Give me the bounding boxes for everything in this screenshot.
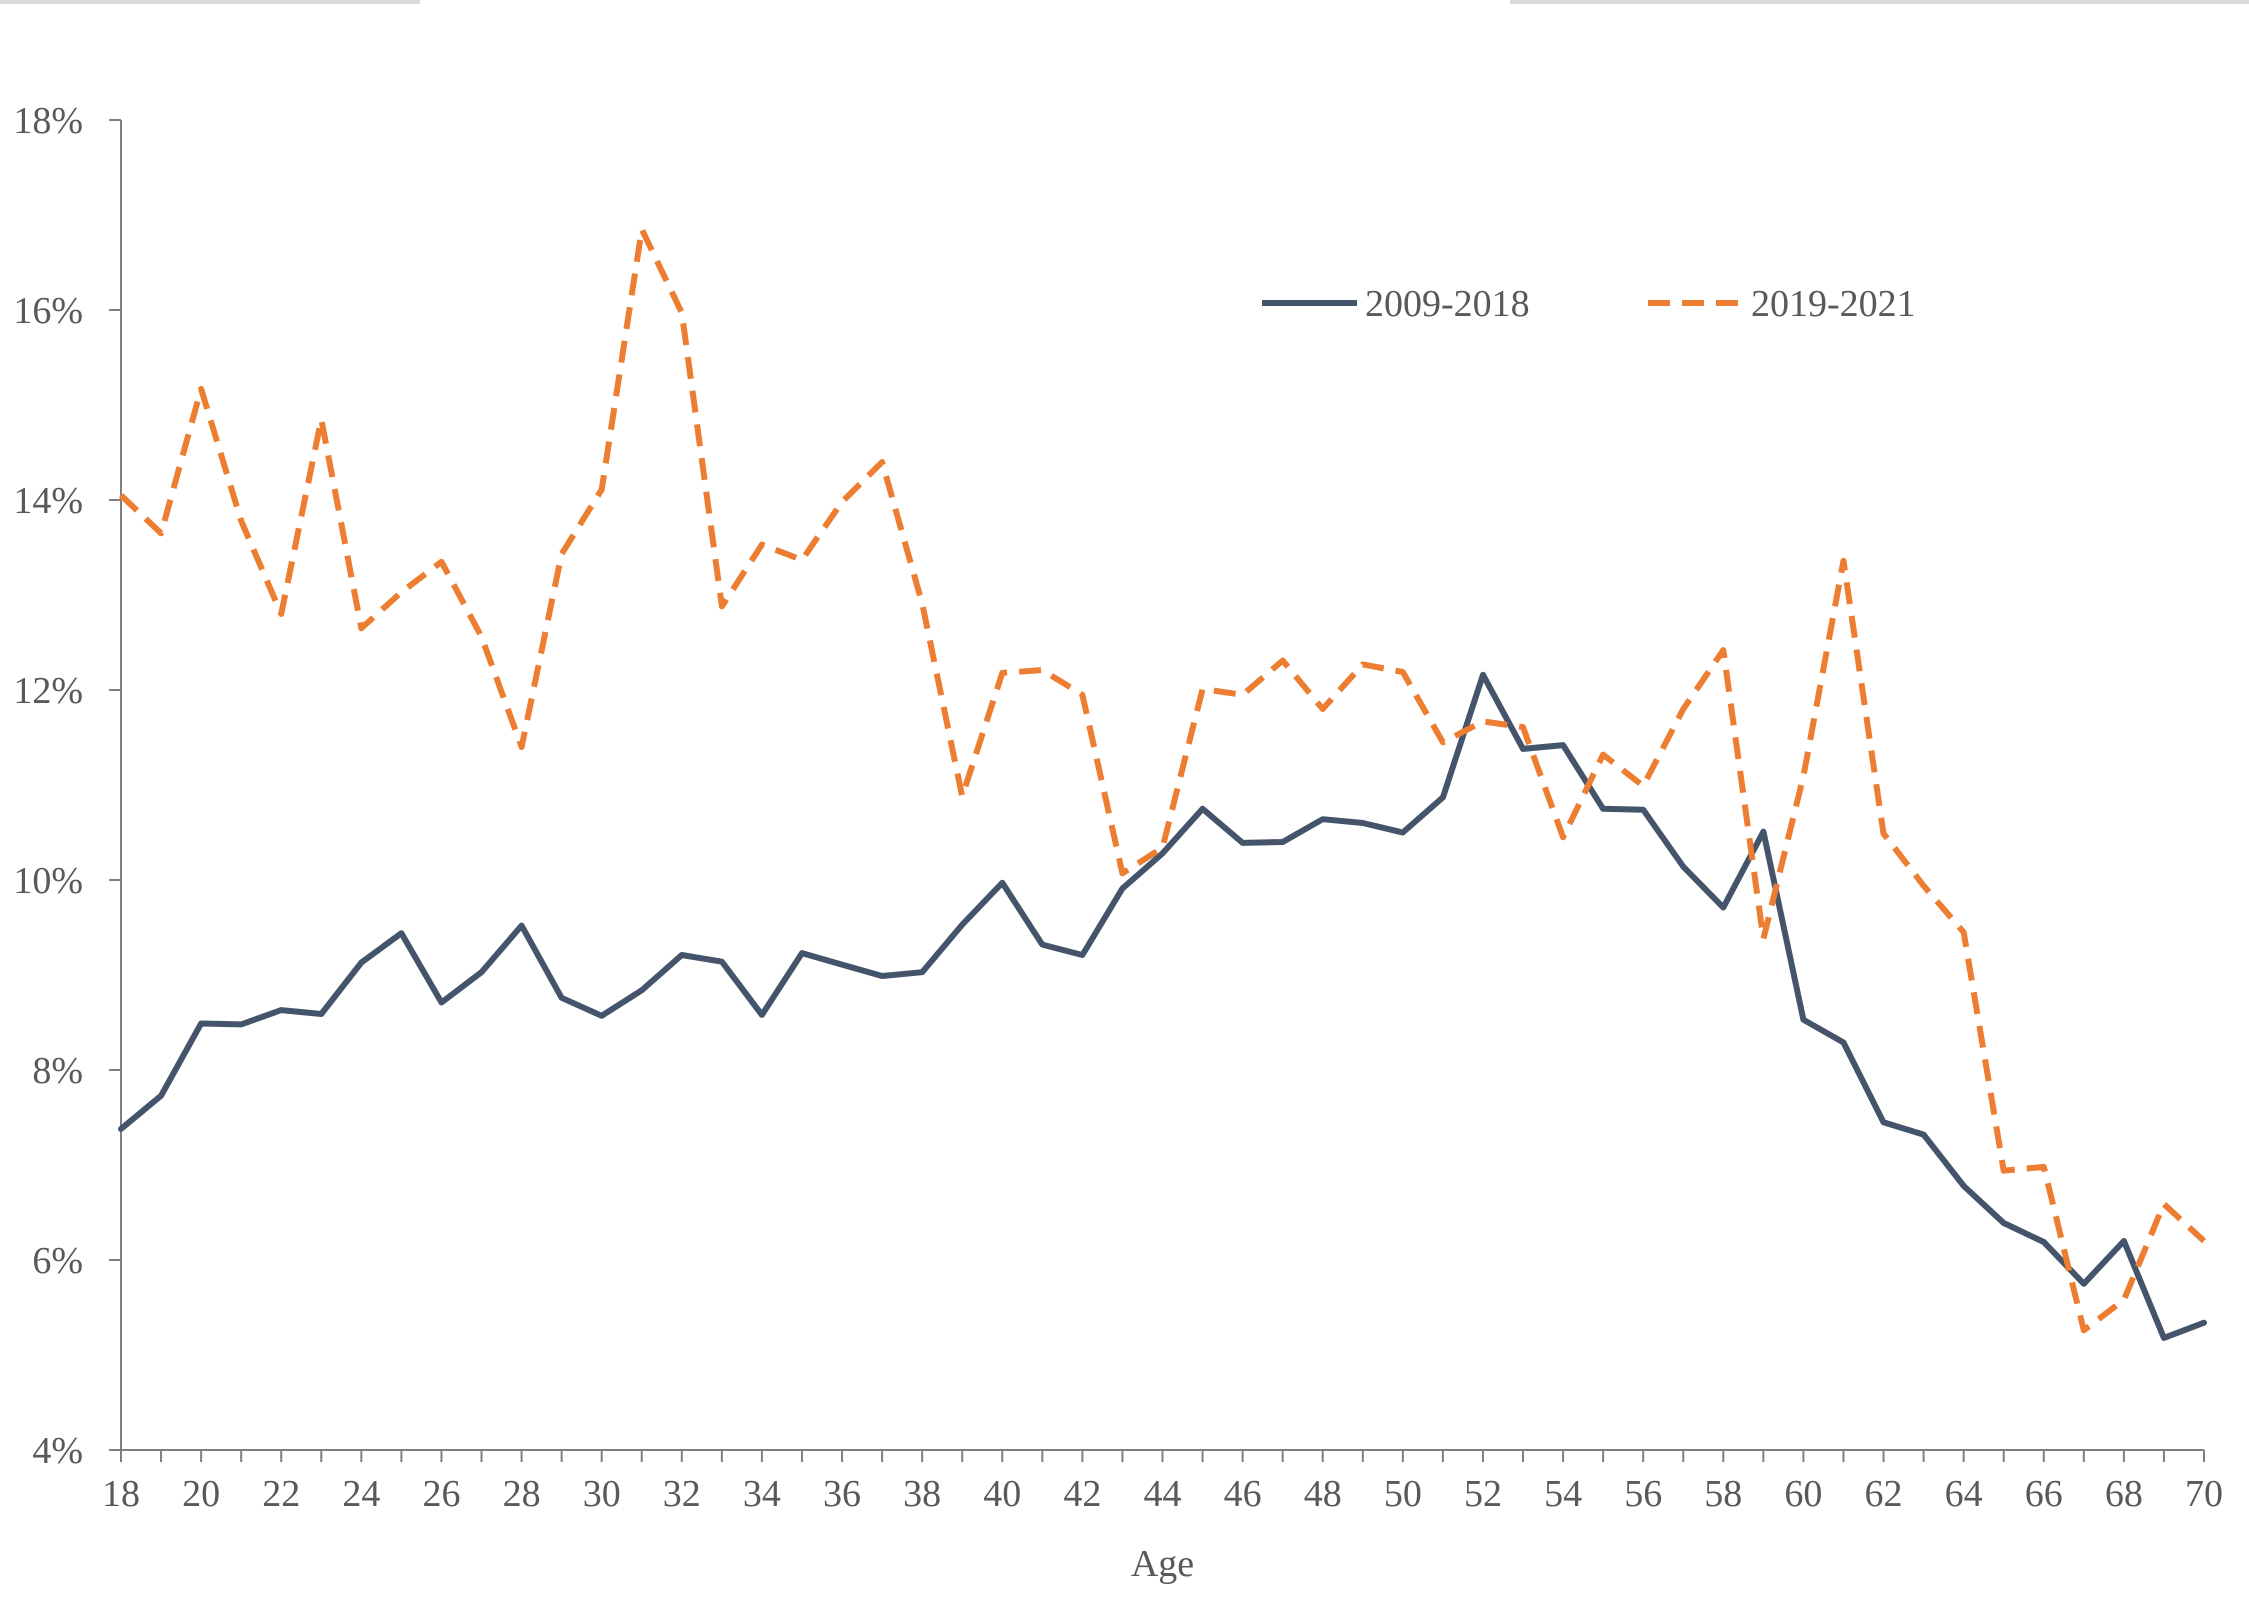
x-tick-label: 20 xyxy=(182,1473,220,1515)
y-tick-label: 8% xyxy=(32,1050,83,1092)
x-tick-label: 70 xyxy=(2185,1473,2223,1515)
x-tick-label: 34 xyxy=(743,1473,781,1515)
y-tick-label: 12% xyxy=(13,670,83,712)
series-layer xyxy=(118,226,2207,1341)
axes: 4% 6% 8% 10% 12% 14% 16% 18% 18 20 22 24 26 28 30 32 34 3… xyxy=(13,100,2223,1515)
x-tick-label: 40 xyxy=(983,1473,1021,1515)
series-line-2009-2018 xyxy=(118,671,2207,1341)
y-tick-label: 10% xyxy=(13,860,83,902)
x-tick-label: 46 xyxy=(1224,1473,1262,1515)
top-border-right xyxy=(1510,0,2249,4)
y-tick-label: 16% xyxy=(13,290,83,332)
y-tick-label: 14% xyxy=(13,480,83,522)
x-tick-label: 26 xyxy=(422,1473,460,1515)
y-tick-label: 18% xyxy=(13,100,83,142)
x-tick-label: 66 xyxy=(2025,1473,2063,1515)
y-tick-label: 6% xyxy=(32,1240,83,1282)
x-tick-label: 24 xyxy=(342,1473,380,1515)
x-tick-label: 54 xyxy=(1544,1473,1582,1515)
series-line-2019-2021 xyxy=(118,226,2207,1334)
x-axis-title: Age xyxy=(1131,1543,1194,1585)
legend: 2009-2018 2019-2021 xyxy=(1262,283,1916,325)
x-tick-label: 68 xyxy=(2105,1473,2143,1515)
x-tick-label: 50 xyxy=(1384,1473,1422,1515)
x-tick-label: 28 xyxy=(503,1473,541,1515)
x-tick-label: 22 xyxy=(262,1473,300,1515)
x-tick-label: 38 xyxy=(903,1473,941,1515)
legend-label-2009-2018: 2009-2018 xyxy=(1365,283,1530,325)
x-tick-label: 44 xyxy=(1144,1473,1182,1515)
x-tick-label: 58 xyxy=(1704,1473,1742,1515)
x-tick-label: 36 xyxy=(823,1473,861,1515)
y-tick-label: 4% xyxy=(32,1430,83,1472)
x-tick-label: 52 xyxy=(1464,1473,1502,1515)
x-tick-label: 42 xyxy=(1063,1473,1101,1515)
x-tick-label: 18 xyxy=(102,1473,140,1515)
x-tick-label: 32 xyxy=(663,1473,701,1515)
x-tick-label: 48 xyxy=(1304,1473,1342,1515)
top-border-left xyxy=(0,0,420,4)
legend-label-2019-2021: 2019-2021 xyxy=(1751,283,1916,325)
x-tick-label: 60 xyxy=(1784,1473,1822,1515)
x-tick-label: 30 xyxy=(583,1473,621,1515)
x-tick-label: 56 xyxy=(1624,1473,1662,1515)
x-tick-label: 62 xyxy=(1865,1473,1903,1515)
x-tick-label: 64 xyxy=(1945,1473,1983,1515)
